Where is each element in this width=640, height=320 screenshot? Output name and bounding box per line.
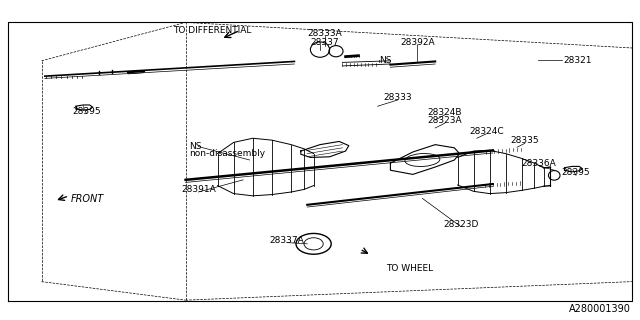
Text: TO WHEEL: TO WHEEL (386, 264, 433, 273)
Text: 28335: 28335 (511, 136, 539, 145)
Text: 28324B: 28324B (428, 108, 462, 117)
Text: 28336A: 28336A (522, 159, 556, 168)
Text: 28333: 28333 (384, 93, 412, 102)
Text: 28323A: 28323A (428, 116, 462, 125)
Text: FRONT: FRONT (70, 194, 104, 204)
Text: 28324C: 28324C (469, 127, 504, 136)
Text: 28395: 28395 (562, 168, 590, 177)
Text: 28337: 28337 (311, 38, 339, 47)
Text: A280001390: A280001390 (568, 304, 630, 314)
Text: 28391A: 28391A (181, 185, 216, 194)
Text: TO DIFFERENTIAL: TO DIFFERENTIAL (173, 26, 251, 35)
Text: 28333A: 28333A (308, 29, 342, 38)
Text: 28337A: 28337A (269, 236, 304, 245)
Text: NS: NS (189, 142, 202, 151)
Text: 28395: 28395 (72, 107, 100, 116)
Text: non-disassembly: non-disassembly (189, 149, 265, 158)
Text: NS: NS (379, 56, 392, 65)
Text: 28392A: 28392A (400, 38, 435, 47)
Text: 28321: 28321 (563, 56, 592, 65)
Text: 28323D: 28323D (443, 220, 479, 229)
